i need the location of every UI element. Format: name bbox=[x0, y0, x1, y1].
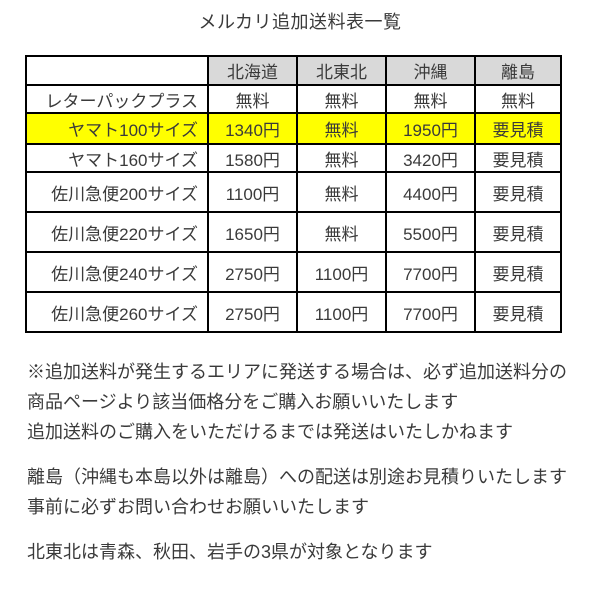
fee-cell: 無料 bbox=[474, 84, 562, 114]
table-row: 佐川急便200サイズ 1100円 無料 4400円 要見積 bbox=[25, 171, 562, 213]
fee-table-body: レターパックプラス 無料 無料 無料 無料 ヤマト100サイズ 1340円 無料 1950円 要見… bbox=[25, 84, 562, 333]
table-row: 佐川急便240サイズ 2750円 1100円 7700円 要見積 bbox=[25, 251, 562, 293]
table-row: ヤマト160サイズ 1580円 無料 3420円 要見積 bbox=[25, 143, 562, 173]
fee-cell: 1650円 bbox=[207, 211, 298, 253]
fee-cell: 7700円 bbox=[385, 291, 476, 333]
fee-cell: 無料 bbox=[296, 211, 387, 253]
fee-cell: 1100円 bbox=[296, 291, 387, 333]
header-cell-kitatohoku: 北東北 bbox=[296, 55, 387, 86]
fee-cell: 1340円 bbox=[207, 112, 298, 145]
fee-cell: 3420円 bbox=[385, 143, 476, 173]
row-label: レターパックプラス bbox=[25, 84, 209, 114]
note-line: 追加送料のご購入をいただけるまでは発送はいたしかねます bbox=[27, 422, 513, 442]
fee-cell: 1580円 bbox=[207, 143, 298, 173]
note-paragraph-surcharge: ※追加送料が発生するエリアに発送する場合は、必ず追加送料分の 商品ページより該当… bbox=[27, 357, 587, 447]
table-header-row: 北海道 北東北 沖縄 離島 bbox=[25, 55, 562, 86]
table-row: レターパックプラス 無料 無料 無料 無料 bbox=[25, 84, 562, 114]
fee-cell: 2750円 bbox=[207, 251, 298, 293]
row-label: 佐川急便240サイズ bbox=[25, 251, 209, 293]
fee-cell: 1950円 bbox=[385, 112, 476, 145]
note-paragraph-islands: 離島（沖縄も本島以外は離島）への配送は別途お見積りいたします 事前に必ずお問い合… bbox=[27, 462, 587, 522]
fee-cell: 要見積 bbox=[474, 112, 562, 145]
fee-cell: 無料 bbox=[207, 84, 298, 114]
table-row: ヤマト100サイズ 1340円 無料 1950円 要見積 bbox=[25, 112, 562, 145]
fee-cell: 1100円 bbox=[207, 171, 298, 213]
fee-cell: 無料 bbox=[296, 84, 387, 114]
header-cell-ritou: 離島 bbox=[474, 55, 562, 86]
row-label: ヤマト100サイズ bbox=[25, 112, 209, 145]
fee-cell: 1100円 bbox=[296, 251, 387, 293]
fee-cell: 5500円 bbox=[385, 211, 476, 253]
fee-cell: 要見積 bbox=[474, 171, 562, 213]
row-label: 佐川急便260サイズ bbox=[25, 291, 209, 333]
row-label: 佐川急便200サイズ bbox=[25, 171, 209, 213]
fee-cell: 無料 bbox=[296, 112, 387, 145]
table-row: 佐川急便220サイズ 1650円 無料 5500円 要見積 bbox=[25, 211, 562, 253]
note-paragraph-kitatohoku: 北東北は青森、秋田、岩手の3県が対象となります bbox=[27, 537, 587, 567]
row-label: ヤマト160サイズ bbox=[25, 143, 209, 173]
table-row: 佐川急便260サイズ 2750円 1100円 7700円 要見積 bbox=[25, 291, 562, 333]
note-line: 商品ページより該当価格分をご購入お願いいたします bbox=[27, 392, 459, 412]
fee-cell: 無料 bbox=[296, 171, 387, 213]
row-label: 佐川急便220サイズ bbox=[25, 211, 209, 253]
fee-cell: 2750円 bbox=[207, 291, 298, 333]
notes-section: ※追加送料が発生するエリアに発送する場合は、必ず追加送料分の 商品ページより該当… bbox=[27, 357, 587, 567]
note-line: 事前に必ずお問い合わせお願いいたします bbox=[27, 497, 369, 517]
note-line: ※追加送料が発生するエリアに発送する場合は、必ず追加送料分の bbox=[27, 362, 567, 382]
note-line: 離島（沖縄も本島以外は離島）への配送は別途お見積りいたします bbox=[27, 467, 567, 487]
fee-cell: 要見積 bbox=[474, 211, 562, 253]
note-line: 北東北は青森、秋田、岩手の3県が対象となります bbox=[27, 542, 433, 562]
header-cell-okinawa: 沖縄 bbox=[385, 55, 476, 86]
fee-cell: 要見積 bbox=[474, 291, 562, 333]
header-cell-empty bbox=[25, 55, 209, 86]
page-title: メルカリ追加送料表一覧 bbox=[198, 12, 402, 32]
fee-cell: 要見積 bbox=[474, 251, 562, 293]
fee-cell: 4400円 bbox=[385, 171, 476, 213]
shipping-fee-table: 北海道 北東北 沖縄 離島 レターパックプラス 無料 無料 無料 無料 ヤマト100サイズ… bbox=[25, 55, 562, 333]
fee-cell: 7700円 bbox=[385, 251, 476, 293]
fee-cell: 要見積 bbox=[474, 143, 562, 173]
fee-cell: 無料 bbox=[385, 84, 476, 114]
fee-cell: 無料 bbox=[296, 143, 387, 173]
header-cell-hokkaido: 北海道 bbox=[207, 55, 298, 86]
